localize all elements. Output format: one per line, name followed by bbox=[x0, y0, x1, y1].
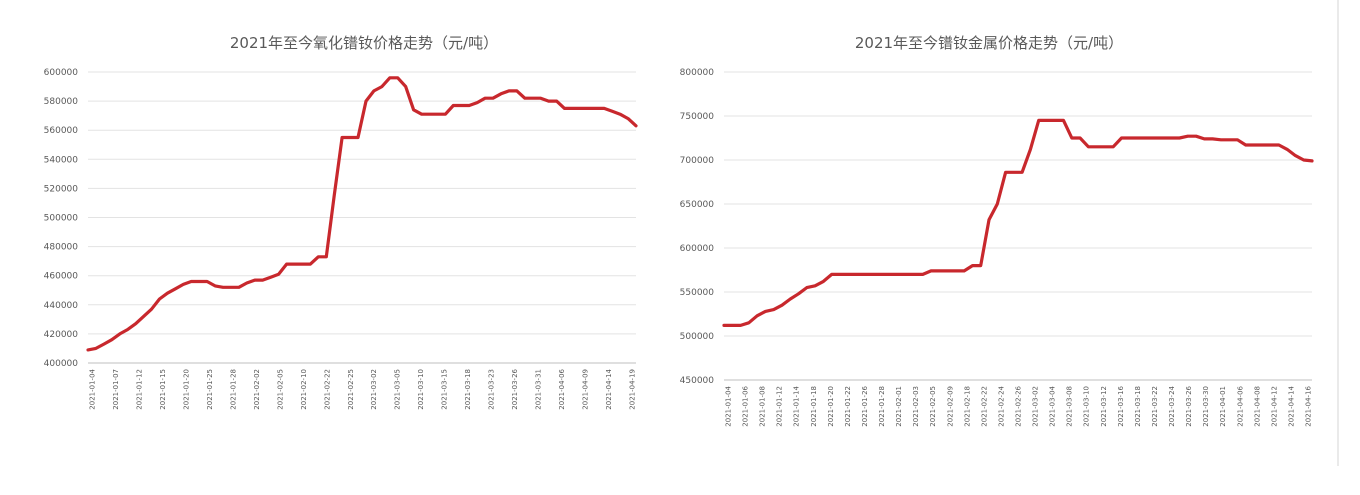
x-tick-label: 2021-03-15 bbox=[441, 369, 449, 410]
x-tick-label: 2021-01-28 bbox=[229, 369, 237, 410]
chart-title: 2021年至今氧化镨钕价格走势（元/吨） bbox=[230, 34, 498, 52]
y-tick-label: 560000 bbox=[44, 126, 79, 136]
x-tick-label: 2021-03-02 bbox=[1032, 386, 1040, 427]
x-tick-label: 2021-04-01 bbox=[1219, 386, 1227, 427]
x-tick-label: 2021-01-06 bbox=[742, 385, 750, 426]
y-tick-label: 750000 bbox=[680, 112, 715, 122]
praseodymium-neodymium-oxide-price-chart: 2021年至今氧化镨钕价格走势（元/吨） 600000 580000 560000 5… bbox=[44, 34, 638, 410]
y-tick-label: 650000 bbox=[680, 200, 715, 210]
y-tick-label: 440000 bbox=[44, 301, 79, 311]
praseodymium-neodymium-metal-price-chart: 2021年至今镨钕金属价格走势（元/吨） 800000 750000 700000 6… bbox=[680, 34, 1314, 427]
x-tick-label: 2021-01-18 bbox=[810, 386, 818, 427]
x-tick-label: 2021-01-04 bbox=[725, 385, 733, 426]
y-tick-label: 800000 bbox=[680, 68, 715, 78]
x-tick-label: 2021-01-12 bbox=[135, 369, 143, 410]
x-tick-label: 2021-01-20 bbox=[182, 369, 190, 410]
x-tick-label: 2021-01-22 bbox=[844, 386, 852, 427]
x-tick-label: 2021-02-25 bbox=[347, 369, 355, 410]
y-tick-label: 580000 bbox=[44, 97, 79, 107]
y-tick-label: 600000 bbox=[44, 68, 79, 78]
x-tick-label: 2021-01-08 bbox=[759, 386, 767, 427]
x-tick-label: 2021-03-31 bbox=[535, 369, 543, 410]
x-tick-label: 2021-04-06 bbox=[1236, 385, 1244, 426]
x-tick-label: 2021-03-02 bbox=[370, 369, 378, 410]
y-tick-label: 550000 bbox=[680, 288, 715, 298]
chart-title: 2021年至今镨钕金属价格走势（元/吨） bbox=[855, 34, 1123, 52]
x-tick-label: 2021-03-10 bbox=[1083, 386, 1091, 427]
x-tick-label: 2021-02-24 bbox=[997, 385, 1005, 426]
y-tick-label: 400000 bbox=[44, 359, 79, 369]
y-tick-label: 700000 bbox=[680, 156, 715, 166]
metal-price-line bbox=[722, 118, 1314, 327]
x-tick-label: 2021-02-05 bbox=[276, 369, 284, 410]
y-tick-label: 450000 bbox=[680, 376, 715, 386]
x-tick-label: 2021-01-15 bbox=[159, 369, 167, 410]
y-tick-label: 520000 bbox=[44, 184, 79, 194]
x-axis-tick-labels: 2021-01-04 2021-01-06 2021-01-08 2021-01-12… bbox=[725, 385, 1313, 426]
x-tick-label: 2021-02-02 bbox=[253, 369, 261, 410]
x-tick-label: 2021-02-10 bbox=[300, 369, 308, 410]
x-tick-label: 2021-01-20 bbox=[827, 386, 835, 427]
x-tick-label: 2021-03-04 bbox=[1049, 385, 1057, 426]
y-tick-label: 500000 bbox=[44, 214, 79, 224]
x-tick-label: 2021-01-14 bbox=[793, 385, 801, 426]
oxide-price-line bbox=[86, 76, 638, 352]
y-axis-tick-labels: 600000 580000 560000 540000 520000 500000 4800… bbox=[44, 68, 79, 369]
x-tick-label: 2021-01-12 bbox=[776, 386, 784, 427]
y-tick-label: 540000 bbox=[44, 155, 79, 165]
x-tick-label: 2021-02-26 bbox=[1015, 385, 1023, 426]
x-tick-label: 2021-01-28 bbox=[878, 386, 886, 427]
x-tick-label: 2021-03-23 bbox=[488, 369, 496, 410]
x-tick-label: 2021-04-09 bbox=[582, 369, 590, 410]
x-tick-label: 2021-03-26 bbox=[1185, 385, 1193, 426]
x-tick-label: 2021-03-22 bbox=[1151, 386, 1159, 427]
x-tick-label: 2021-04-12 bbox=[1270, 386, 1278, 427]
y-tick-label: 600000 bbox=[680, 244, 715, 254]
x-tick-label: 2021-02-03 bbox=[912, 386, 920, 427]
x-tick-label: 2021-03-30 bbox=[1202, 386, 1210, 427]
x-tick-label: 2021-03-12 bbox=[1100, 386, 1108, 427]
y-tick-label: 500000 bbox=[680, 332, 715, 342]
x-tick-label: 2021-04-19 bbox=[629, 369, 637, 410]
y-axis-tick-labels: 800000 750000 700000 650000 600000 550000 5000… bbox=[680, 68, 715, 386]
x-tick-label: 2021-03-18 bbox=[1134, 386, 1142, 427]
x-tick-label: 2021-04-08 bbox=[1253, 386, 1261, 427]
x-tick-label: 2021-01-25 bbox=[206, 369, 214, 410]
y-gridlines bbox=[724, 71, 1312, 381]
x-tick-label: 2021-04-14 bbox=[605, 368, 613, 409]
x-tick-label: 2021-02-22 bbox=[323, 369, 331, 410]
y-tick-label: 420000 bbox=[44, 330, 79, 340]
x-tick-label: 2021-02-18 bbox=[963, 386, 971, 427]
x-tick-label: 2021-01-07 bbox=[112, 369, 120, 410]
x-tick-label: 2021-03-26 bbox=[511, 368, 519, 409]
x-tick-label: 2021-04-14 bbox=[1287, 385, 1295, 426]
x-tick-label: 2021-03-18 bbox=[464, 369, 472, 410]
y-tick-label: 480000 bbox=[44, 243, 79, 253]
x-tick-label: 2021-03-24 bbox=[1168, 385, 1176, 426]
x-tick-label: 2021-02-22 bbox=[980, 386, 988, 427]
x-tick-label: 2021-03-10 bbox=[417, 369, 425, 410]
x-tick-label: 2021-04-06 bbox=[558, 368, 566, 409]
x-axis-tick-labels: 2021-01-04 2021-01-07 2021-01-12 2021-01-15… bbox=[89, 368, 637, 409]
x-tick-label: 2021-04-16 bbox=[1305, 385, 1313, 426]
x-tick-label: 2021-03-16 bbox=[1117, 385, 1125, 426]
y-tick-label: 460000 bbox=[44, 272, 79, 282]
x-tick-label: 2021-03-08 bbox=[1066, 386, 1074, 427]
x-tick-label: 2021-03-05 bbox=[394, 369, 402, 410]
x-tick-label: 2021-01-04 bbox=[89, 368, 97, 409]
x-tick-label: 2021-02-05 bbox=[929, 386, 937, 427]
x-tick-label: 2021-01-26 bbox=[861, 385, 869, 426]
x-tick-label: 2021-02-01 bbox=[895, 386, 903, 427]
x-tick-label: 2021-02-09 bbox=[946, 386, 954, 427]
